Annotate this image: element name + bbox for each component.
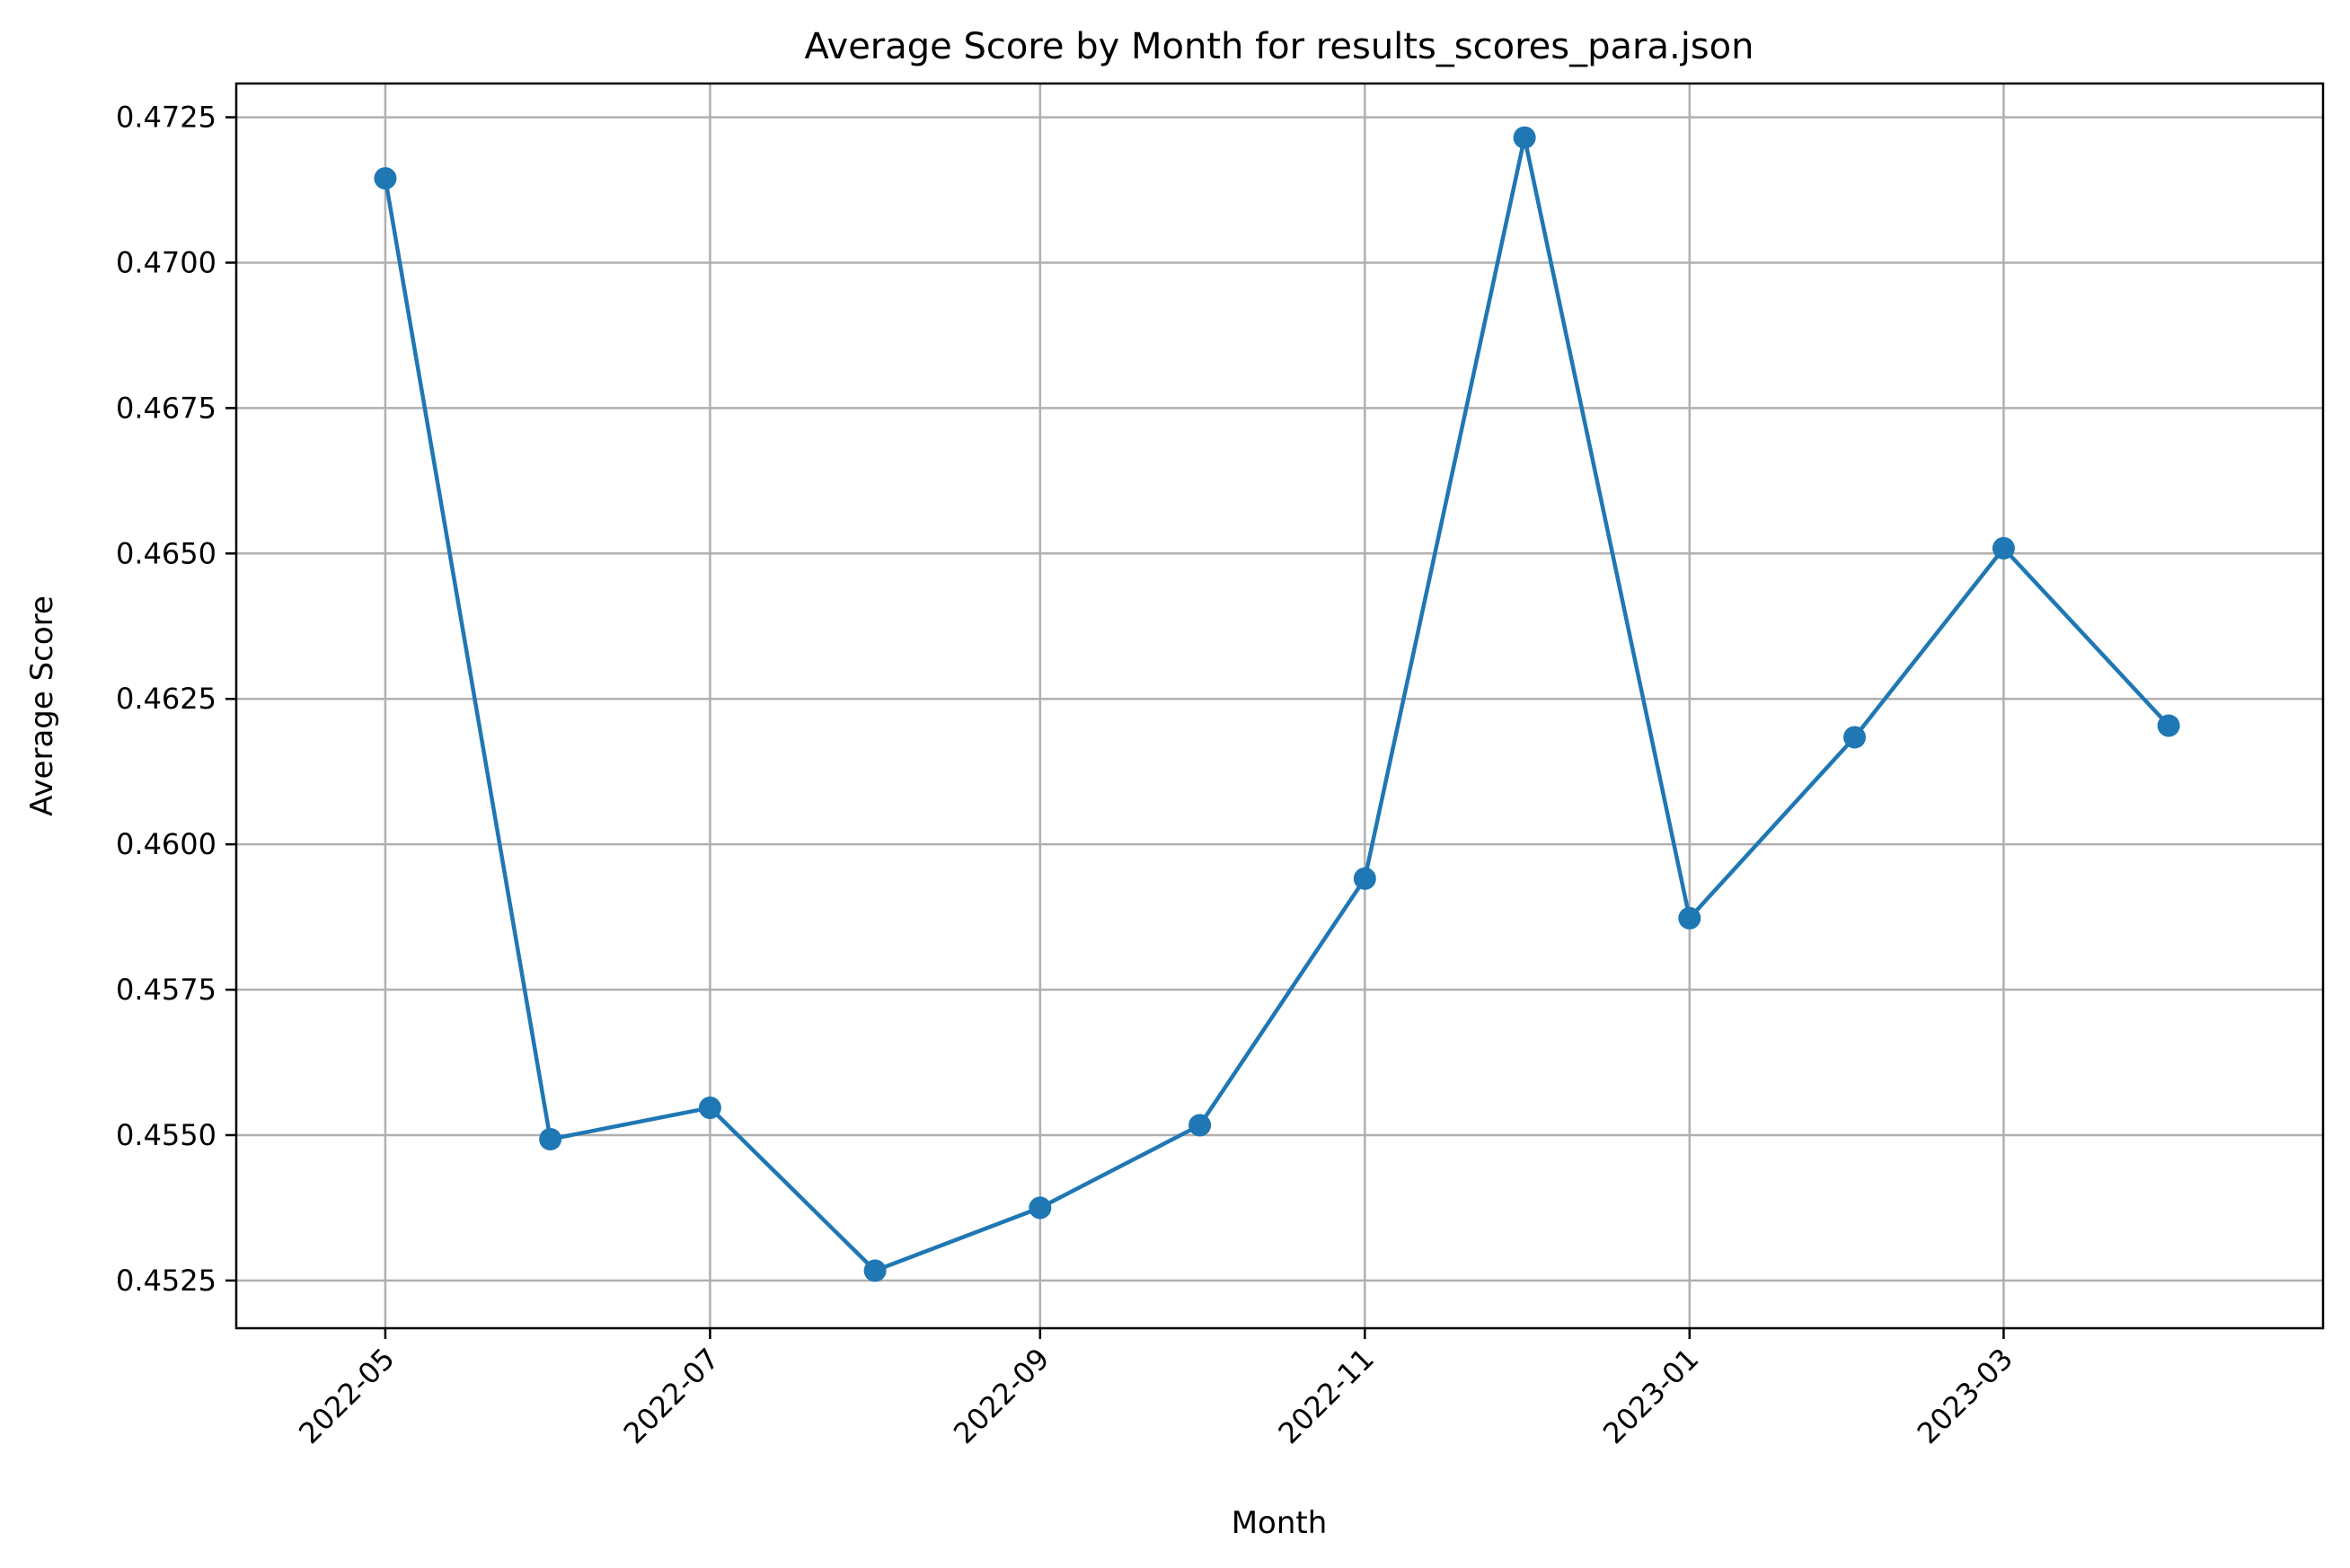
data-point [1843, 726, 1867, 749]
chart-title: Average Score by Month for results_score… [805, 26, 1754, 67]
data-point [1353, 867, 1376, 890]
data-point [539, 1128, 562, 1151]
data-series [374, 126, 2180, 1282]
y-tick-label: 0.4575 [116, 973, 216, 1007]
data-point [1992, 536, 2015, 559]
plot-frame [234, 82, 2325, 1330]
data-point [1513, 126, 1536, 149]
y-tick-label: 0.4600 [116, 827, 216, 861]
y-tick-label: 0.4625 [116, 682, 216, 716]
y-tick-label: 0.4525 [116, 1264, 216, 1298]
y-tick-label: 0.4650 [116, 536, 216, 570]
data-point [1678, 906, 1701, 929]
y-tick-label: 0.4550 [116, 1118, 216, 1152]
y-tick-label: 0.4675 [116, 391, 216, 425]
x-axis-label: Month [1232, 1505, 1328, 1541]
y-axis: 0.4525 0.4550 0.4575 0.4600 0.4625 0.4650 0.46… [116, 101, 236, 1298]
y-tick-label: 0.4700 [116, 245, 216, 279]
data-point [1188, 1114, 1212, 1137]
y-axis-label: Average Score [24, 595, 60, 816]
data-point [374, 167, 397, 190]
grid [236, 84, 2323, 1328]
data-point [863, 1259, 887, 1282]
data-point [698, 1097, 721, 1120]
series-line [383, 135, 2170, 1273]
y-tick-label: 0.4725 [116, 101, 216, 135]
data-point [2157, 714, 2180, 737]
data-point [1029, 1196, 1052, 1220]
